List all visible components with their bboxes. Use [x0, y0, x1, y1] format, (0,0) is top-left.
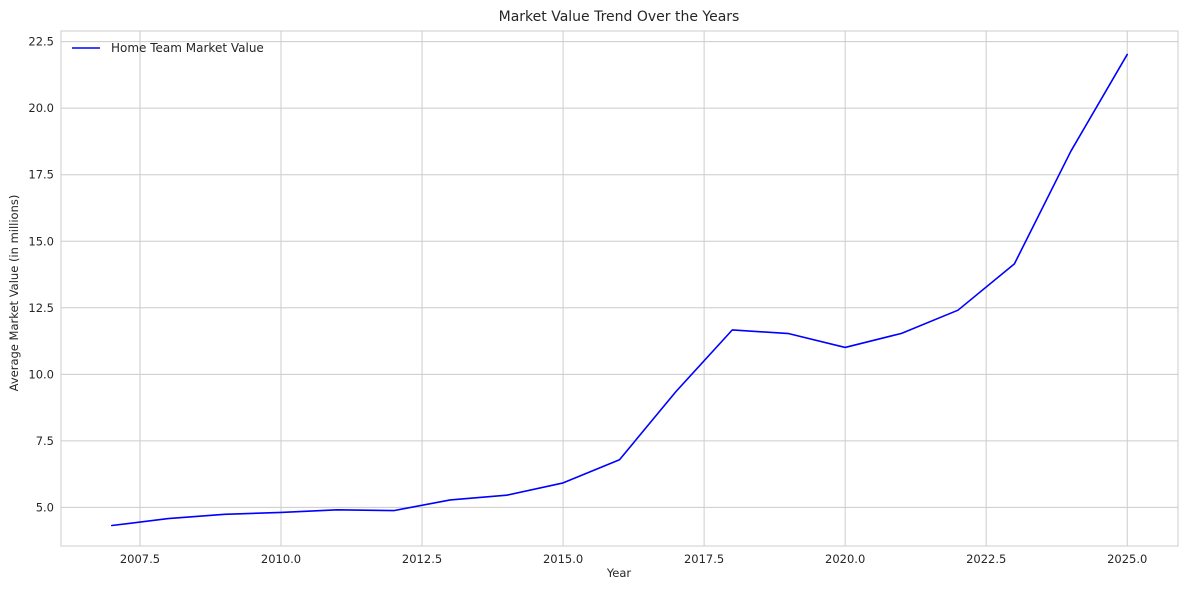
y-tick-label: 10.0 — [28, 367, 54, 381]
x-tick-label: 2022.5 — [966, 552, 1006, 566]
y-tick-label: 22.5 — [28, 35, 54, 49]
y-tick-label: 12.5 — [28, 301, 54, 315]
x-tick-label: 2012.5 — [402, 552, 442, 566]
x-tick-label: 2020.0 — [825, 552, 865, 566]
x-axis-ticks: 2007.5 2010.0 2012.5 2015.0 2017.5 2020.0 2022… — [120, 552, 1147, 566]
y-tick-label: 20.0 — [28, 101, 54, 115]
y-axis-label: Average Market Value (in millions) — [7, 195, 21, 392]
y-tick-label: 5.0 — [36, 500, 54, 514]
plot-frame — [60, 30, 1179, 547]
chart-title: Market Value Trend Over the Years — [499, 9, 740, 25]
x-tick-label: 2010.0 — [261, 552, 301, 566]
series-layer — [110, 53, 1129, 527]
legend: Home Team Market Value — [72, 41, 264, 55]
y-tick-label: 15.0 — [28, 234, 54, 248]
y-axis-ticks: 5.0 7.5 10.0 12.5 15.0 17.5 20.0 22.5 — [28, 35, 54, 515]
legend-label-home-team-market-value: Home Team Market Value — [111, 41, 264, 55]
y-tick-label: 7.5 — [36, 434, 54, 448]
x-tick-label: 2017.5 — [684, 552, 724, 566]
x-tick-label: 2007.5 — [120, 552, 160, 566]
x-tick-label: 2025.0 — [1107, 552, 1147, 566]
x-tick-label: 2015.0 — [543, 552, 583, 566]
grid-lines — [61, 31, 1178, 546]
x-axis-label: Year — [606, 566, 632, 580]
y-tick-label: 17.5 — [28, 168, 54, 182]
